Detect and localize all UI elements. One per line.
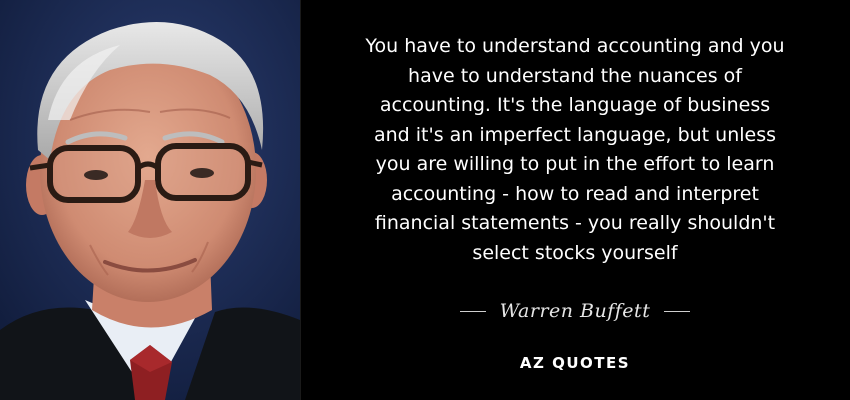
quote-line: financial statements - you really should… — [374, 212, 776, 234]
quote-line: You have to understand accounting and yo… — [365, 35, 785, 57]
brand-logo: AZ QUOTES — [519, 354, 631, 372]
quote-line: have to understand the nuances of — [408, 64, 742, 87]
quote-line: you are willing to put in the effort to … — [375, 153, 775, 175]
quote-line: and it's an imperfect language, but unle… — [373, 123, 777, 146]
quote-line: select stocks yourself — [472, 241, 678, 264]
quote-panel: You have to understand accounting and yo… — [300, 0, 850, 400]
quote-text: You have to understand accounting and yo… — [320, 32, 830, 268]
author-portrait — [0, 0, 301, 400]
author-attribution: Warren Buffett — [300, 296, 850, 326]
quote-line: accounting. It's the language of busines… — [379, 94, 771, 116]
author-dash-right — [664, 310, 691, 312]
author-dash-left — [459, 310, 486, 312]
author-name: Warren Buffett — [499, 300, 651, 322]
quote-line: accounting - how to read and interpret — [391, 182, 759, 205]
